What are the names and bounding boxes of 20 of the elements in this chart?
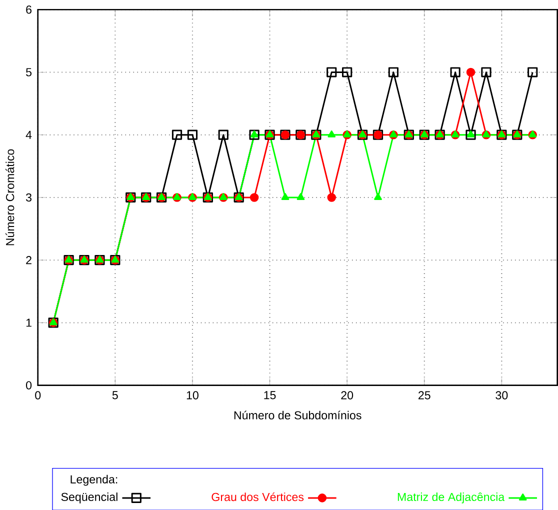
x-tick-label: 10 bbox=[186, 390, 198, 400]
y-tick-label: 5 bbox=[26, 68, 32, 76]
x-tick-label: 20 bbox=[341, 390, 354, 400]
x-tick-label: 0 bbox=[35, 390, 41, 400]
x-axis-title: Número de Subdomínios bbox=[234, 410, 362, 420]
y-tick-label: 6 bbox=[26, 5, 32, 14]
y-tick-label: 0 bbox=[26, 381, 32, 390]
legend-label: Grau dos Vértices bbox=[212, 492, 304, 501]
y-axis-title: Número Cromático bbox=[6, 149, 14, 245]
y-tick-label: 1 bbox=[26, 318, 32, 326]
x-tick-label: 30 bbox=[496, 390, 508, 400]
legend-title: Legenda: bbox=[70, 474, 118, 486]
y-tick-label: 4 bbox=[26, 130, 32, 139]
y-tick-label: 3 bbox=[26, 193, 32, 202]
y-tick-label: 2 bbox=[26, 256, 32, 264]
x-tick-label: 5 bbox=[112, 390, 118, 400]
x-tick-label: 15 bbox=[264, 390, 276, 400]
x-tick-label: 25 bbox=[418, 390, 430, 400]
legend-label: Matriz de Adjacência bbox=[398, 492, 505, 504]
legend-label: Seqüencial bbox=[61, 492, 118, 504]
